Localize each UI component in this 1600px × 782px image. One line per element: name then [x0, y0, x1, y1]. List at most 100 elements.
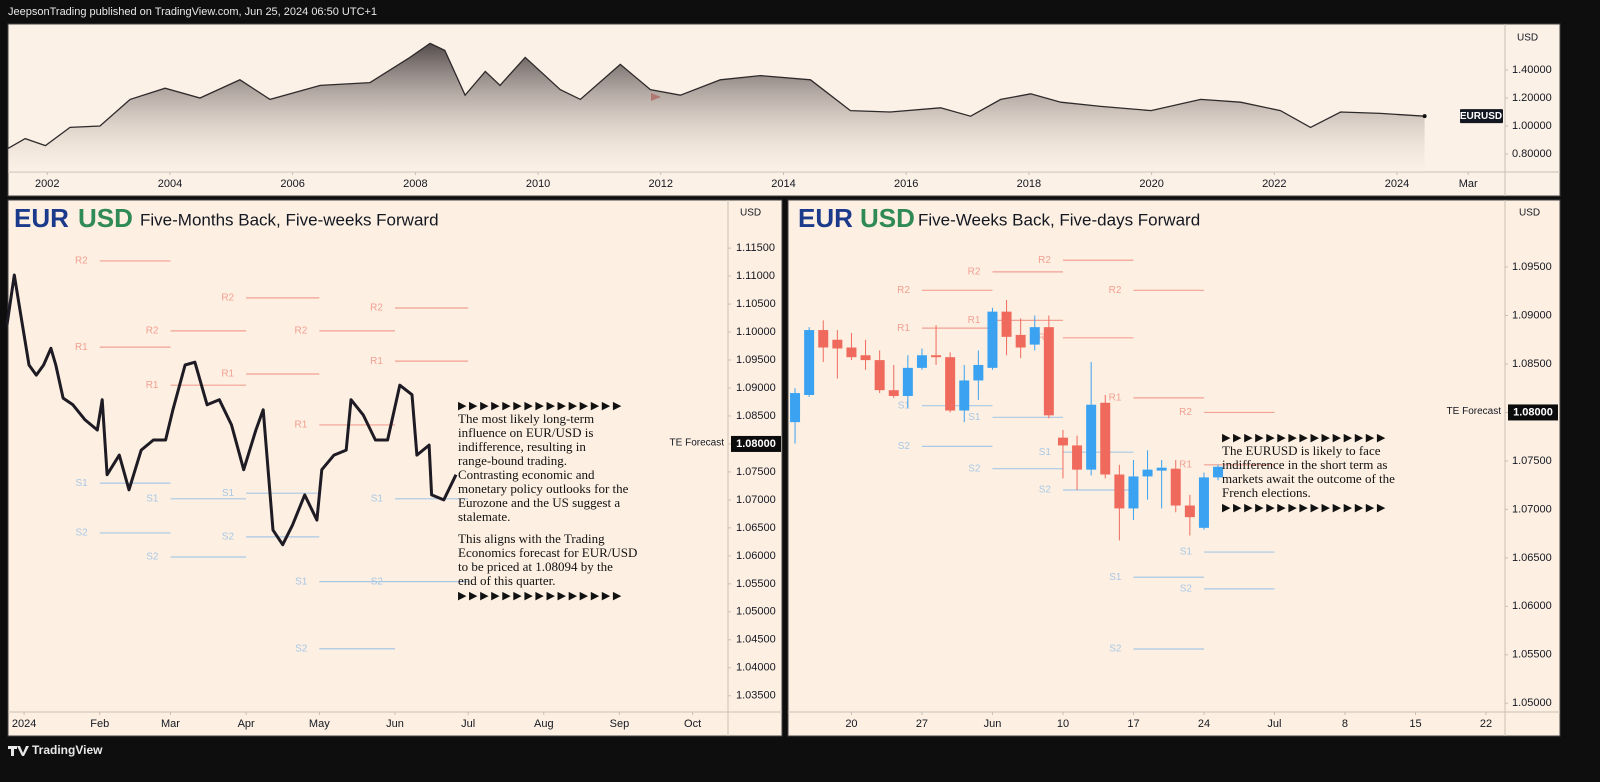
pivot-label: R1 [146, 380, 159, 391]
candle-body [1156, 467, 1167, 471]
pivot-label: S1 [898, 400, 911, 411]
x-tick-label: 2024 [1385, 178, 1409, 190]
x-tick-label: Jun [984, 718, 1002, 730]
y-tick-label: 1.05500 [1512, 649, 1552, 661]
y-tick-label: 1.07500 [736, 466, 776, 478]
y-tick-label: 1.06500 [1512, 552, 1552, 564]
candle-body [1128, 476, 1139, 509]
x-tick-label: 22 [1480, 718, 1492, 730]
x-tick-label: Mar [1459, 178, 1478, 190]
annotation-arrows: ▶▶▶▶▶▶▶▶▶▶▶▶▶▶▶ [1222, 431, 1388, 444]
annotation-line: end of this quarter. [458, 573, 555, 588]
y-tick-label: 1.06000 [1512, 600, 1552, 612]
y-tick-label: 1.10000 [736, 326, 776, 338]
logo-icon [8, 746, 29, 756]
pivot-label: R1 [75, 342, 88, 353]
candle-body [874, 360, 885, 391]
x-tick-label: Apr [238, 718, 255, 730]
candle-body [916, 355, 927, 368]
candle-body [1057, 437, 1068, 446]
pivot-label: S1 [76, 478, 89, 489]
pivot-label: R1 [897, 323, 910, 334]
x-tick-label: 2020 [1139, 178, 1163, 190]
x-tick-label: 2002 [35, 178, 59, 190]
pivot-label: R2 [370, 303, 383, 314]
area-fill [8, 43, 1425, 173]
candle-body [1213, 466, 1224, 478]
candle-body [973, 364, 984, 381]
annotation-line: This aligns with the Trading [458, 531, 605, 546]
candle-body [790, 393, 801, 423]
symbol-tag [1460, 109, 1503, 124]
candle-body [902, 367, 913, 396]
pivot-label: S1 [968, 412, 981, 423]
pivot-label: S2 [968, 463, 981, 474]
candle-body [832, 339, 843, 349]
forecast-label: TE Forecast [1447, 406, 1502, 417]
candle-body [804, 330, 815, 396]
annotation-arrows: ▶▶▶▶▶▶▶▶▶▶▶▶▶▶▶ [1222, 501, 1388, 514]
pivot-label: R2 [1109, 285, 1122, 296]
x-tick-label: May [309, 718, 330, 730]
x-tick-label: Mar [161, 718, 180, 730]
candle-body [1015, 334, 1026, 348]
right-panel [787, 199, 1561, 737]
pivot-label: R1 [1109, 393, 1122, 404]
y-tick-label: 1.09000 [1512, 309, 1552, 321]
x-tick-label: 2018 [1017, 178, 1041, 190]
pivot-label: S2 [371, 576, 384, 587]
y-tick-label: 1.05000 [1512, 697, 1552, 709]
pivot-label: S1 [1180, 547, 1193, 558]
x-tick-label: 2022 [1262, 178, 1286, 190]
y-tick-label: 1.09500 [1512, 261, 1552, 273]
title-base: EUR [798, 203, 853, 233]
candle-body [1100, 402, 1111, 475]
x-tick-label: Jun [386, 718, 404, 730]
candle-body [1043, 327, 1054, 416]
x-tick-label: Aug [534, 718, 554, 730]
subtitle: Five-Months Back, Five-weeks Forward [140, 210, 439, 229]
annotation-arrows: ▶▶▶▶▶▶▶▶▶▶▶▶▶▶▶ [458, 589, 624, 602]
pivot-label: S2 [295, 643, 308, 654]
pivot-label: R2 [221, 293, 234, 304]
y-tick-label: 1.00000 [1512, 120, 1552, 132]
annotation-line: indifference, resulting in [458, 439, 586, 454]
footer-logo[interactable]: TradingView [8, 743, 103, 757]
pivot-label: R1 [295, 420, 308, 431]
x-tick-label: Sep [610, 718, 630, 730]
candle-body [846, 347, 857, 358]
y-tick-label: 1.11000 [736, 270, 775, 282]
x-tick-label: Jul [1267, 718, 1281, 730]
x-tick-label: Oct [684, 718, 701, 730]
pivot-label: R1 [968, 315, 981, 326]
candle-body [860, 355, 871, 361]
x-tick-label: Jul [461, 718, 475, 730]
pivot-label: S2 [1180, 584, 1193, 595]
price-line [5, 273, 458, 547]
forecast-tag [1508, 404, 1558, 421]
pivot-label: S2 [1109, 644, 1122, 655]
x-tick-label: 20 [845, 718, 857, 730]
annotation-line: influence on EUR/USD is [458, 425, 593, 440]
annotation-arrows: ▶▶▶▶▶▶▶▶▶▶▶▶▶▶▶ [458, 399, 624, 412]
pivot-label: R1 [221, 369, 234, 380]
candle-body [818, 330, 829, 348]
annotation-line: indifference in the short term as [1222, 457, 1387, 472]
candle-body [1198, 477, 1209, 528]
pivot-label: R1 [1179, 459, 1192, 470]
y-tick-label: 1.05500 [736, 578, 776, 590]
x-tick-label: 2016 [894, 178, 918, 190]
candle-body [1170, 468, 1181, 506]
forecast-value: 1.08000 [1513, 406, 1553, 418]
x-tick-label: 2014 [771, 178, 795, 190]
candle-body [1184, 505, 1195, 518]
candle-body [1029, 327, 1040, 345]
subtitle: Five-Weeks Back, Five-days Forward [918, 210, 1200, 229]
last-point [1422, 114, 1427, 119]
x-tick-label: 8 [1342, 718, 1348, 730]
y-tick-label: 1.06500 [736, 522, 776, 534]
candle-body [1114, 474, 1125, 509]
pivot-label: S1 [146, 493, 159, 504]
candle-body [1142, 469, 1153, 477]
forecast-value: 1.08000 [736, 438, 776, 450]
